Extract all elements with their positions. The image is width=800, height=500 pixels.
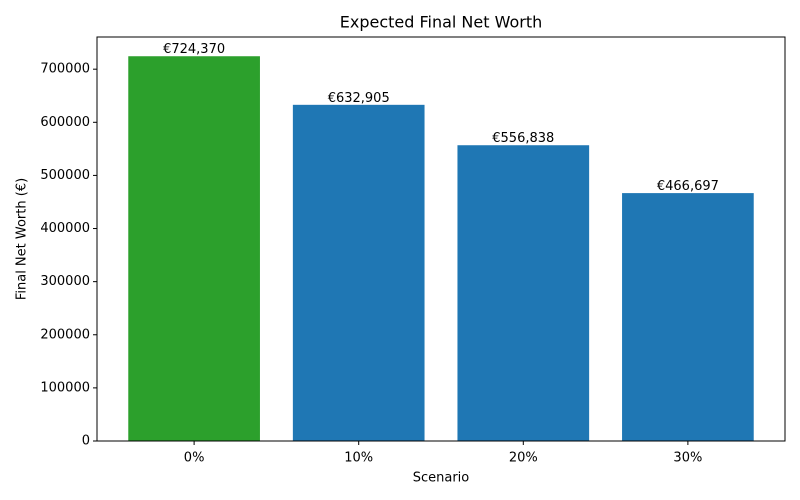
x-tick-label: 30% bbox=[673, 451, 702, 466]
bar bbox=[457, 145, 590, 441]
value-label: €724,370 bbox=[163, 42, 225, 57]
y-tick-label: 400000 bbox=[40, 221, 90, 236]
y-axis-label: Final Net Worth (€) bbox=[15, 178, 30, 300]
value-label: €556,838 bbox=[492, 131, 554, 146]
bar bbox=[292, 104, 425, 441]
y-tick-label: 300000 bbox=[40, 274, 90, 289]
x-tick-label: 0% bbox=[184, 451, 205, 466]
y-tick-label: 100000 bbox=[40, 380, 90, 395]
x-tick-label: 10% bbox=[344, 451, 373, 466]
y-tick-label: 500000 bbox=[40, 168, 90, 183]
y-tick-label: 200000 bbox=[40, 327, 90, 342]
chart-title: Expected Final Net Worth bbox=[340, 13, 543, 32]
x-tick-label: 20% bbox=[509, 451, 538, 466]
y-tick-label: 0 bbox=[82, 434, 90, 449]
value-label: €632,905 bbox=[328, 91, 390, 106]
bar bbox=[622, 193, 754, 441]
y-tick-label: 700000 bbox=[40, 62, 90, 77]
y-tick-label: 600000 bbox=[40, 115, 90, 130]
plot-frame bbox=[96, 36, 786, 442]
x-axis-label: Scenario bbox=[413, 471, 470, 486]
bar bbox=[128, 56, 260, 442]
value-label: €466,697 bbox=[657, 179, 719, 194]
